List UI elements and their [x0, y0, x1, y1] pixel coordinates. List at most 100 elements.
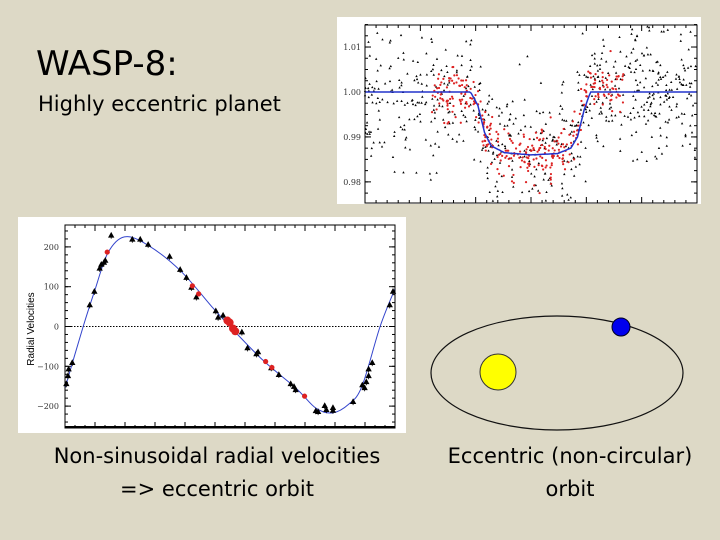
lc-black-point [561, 107, 564, 110]
lc-black-point [666, 70, 669, 73]
lc-black-point [455, 71, 459, 74]
lc-red-point [553, 140, 556, 143]
lc-black-point [479, 160, 482, 163]
lc-black-point [498, 107, 501, 110]
lc-black-point [637, 89, 641, 92]
lc-black-point [535, 109, 538, 113]
lc-red-point [439, 93, 442, 96]
rv-caption: Non-sinusoidal radial velocities => ecce… [20, 440, 414, 506]
lc-red-point [484, 110, 487, 114]
lc-red-point [510, 139, 513, 142]
rv-red-point [301, 393, 308, 399]
lc-red-point [469, 87, 472, 90]
lc-black-point [617, 87, 621, 90]
lc-black-point [653, 111, 657, 115]
radial-velocity-chart: 200 100 0 −100 −200 Radial Velocities [18, 217, 406, 433]
lc-black-point [469, 58, 472, 61]
lc-black-point [457, 133, 461, 136]
rv-red-point [104, 249, 110, 255]
lc-black-point [585, 75, 588, 78]
lc-black-point [433, 116, 437, 120]
lc-black-point [675, 87, 679, 90]
lc-black-point [470, 65, 473, 68]
rv-red-point [269, 364, 275, 371]
lc-black-point [664, 94, 667, 97]
lc-red-point [603, 94, 606, 98]
lc-black-point [682, 78, 685, 81]
lc-black-point [598, 79, 601, 83]
lc-red-point [535, 157, 538, 160]
lc-black-point [403, 103, 407, 106]
lc-black-point [644, 122, 648, 125]
lc-black-point [633, 116, 636, 119]
lc-black-point [376, 127, 380, 130]
lc-red-point [538, 191, 541, 195]
lc-red-point [579, 128, 583, 132]
rv-black-point [183, 274, 190, 281]
lc-black-point [506, 102, 509, 106]
lc-red-point [451, 97, 454, 100]
lc-red-point [489, 127, 492, 130]
lc-red-point [540, 164, 543, 167]
lc-red-point [539, 146, 542, 149]
lc-black-point [630, 51, 633, 54]
lc-black-point [563, 172, 566, 176]
rv-black-point [292, 386, 299, 394]
lc-black-point [523, 155, 526, 158]
rv-background [18, 217, 406, 433]
lc-red-point [496, 137, 500, 140]
lc-black-point [603, 88, 607, 91]
lc-black-point [551, 138, 555, 141]
lc-black-point [634, 39, 637, 42]
lc-black-point [621, 93, 625, 96]
lc-black-point [486, 166, 489, 169]
lc-black-point [642, 86, 646, 89]
lc-black-point [635, 58, 639, 61]
rv-red-point [231, 327, 240, 336]
lc-red-point [482, 120, 486, 124]
lc-red-point [594, 95, 597, 98]
lc-black-point [416, 60, 420, 64]
lc-red-point [605, 83, 608, 86]
lc-black-point [465, 120, 468, 123]
lc-black-point [576, 70, 579, 73]
lc-black-point [416, 101, 419, 104]
lc-ytick-label: 0.99 [343, 133, 361, 142]
lc-black-point [533, 175, 536, 178]
lc-black-point [503, 144, 507, 147]
lc-black-point [378, 100, 381, 104]
lc-black-point [367, 130, 371, 133]
lc-red-point [451, 65, 454, 69]
lc-red-point [568, 153, 571, 156]
light-curve-model-line [365, 91, 697, 156]
lc-black-point [652, 92, 655, 95]
lc-black-point [605, 96, 608, 99]
lc-red-point [510, 180, 514, 183]
lc-red-point [508, 137, 512, 141]
lc-black-point [522, 113, 526, 117]
lc-red-point [602, 85, 605, 88]
lc-black-point [619, 50, 622, 53]
lc-red-point [550, 164, 553, 167]
lc-red-point [615, 75, 618, 78]
lc-red-point [559, 145, 563, 148]
lc-black-point [404, 146, 407, 149]
lc-black-point [646, 119, 650, 122]
lc-black-point [551, 139, 554, 142]
lc-black-point [501, 190, 504, 194]
lc-black-point [512, 122, 515, 125]
lc-black-point [419, 73, 422, 76]
lc-black-point [372, 141, 375, 144]
lc-red-point [475, 115, 478, 119]
lc-black-point [376, 31, 379, 34]
lc-black-point [595, 136, 598, 139]
lc-black-point [682, 63, 685, 67]
lc-black-point [662, 100, 666, 103]
lc-black-point [683, 112, 686, 116]
lc-black-point [420, 101, 423, 104]
lc-black-point [649, 102, 652, 106]
lc-black-point [545, 190, 548, 194]
lc-black-point [523, 149, 526, 152]
lc-black-point [478, 116, 481, 119]
lc-black-point [532, 137, 536, 141]
